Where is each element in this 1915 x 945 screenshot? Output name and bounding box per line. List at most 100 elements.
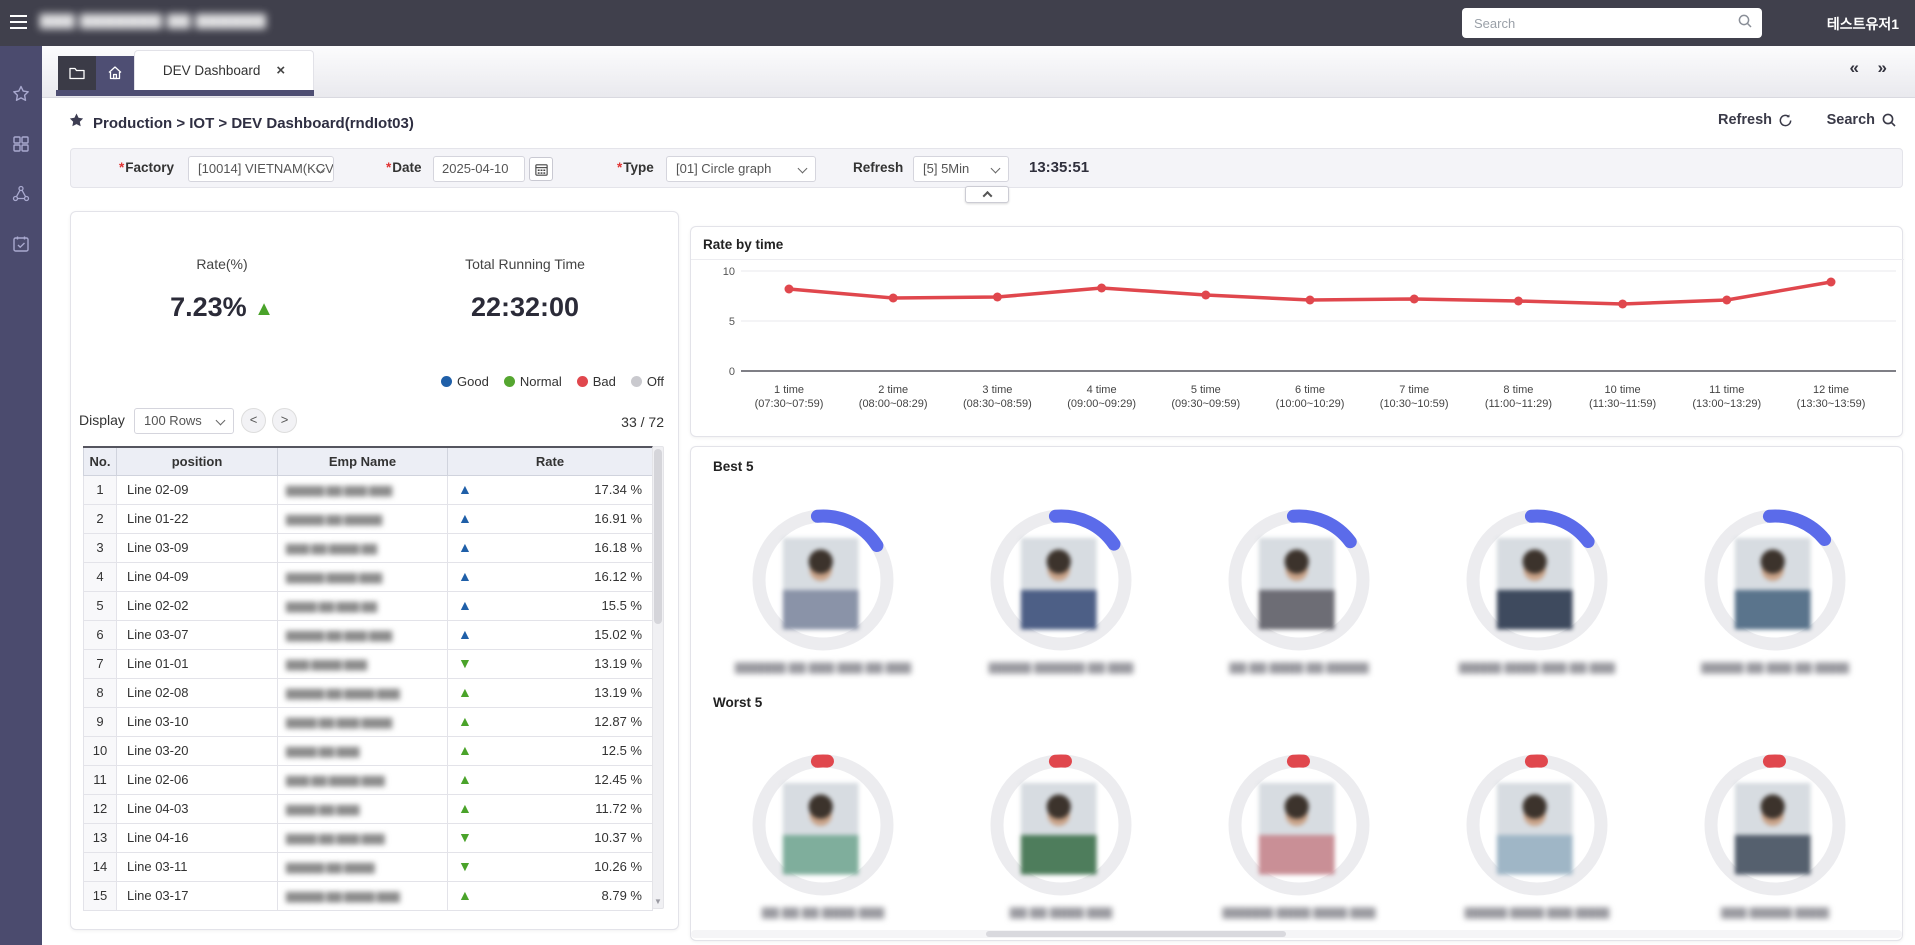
cell-emp-name: ▇▇▇▇ ▇▇ ▇▇▇ ▇▇▇▇	[277, 706, 448, 737]
tab-label: DEV Dashboard	[162, 63, 261, 78]
calendar-icon[interactable]	[529, 157, 553, 181]
cell-rate: ▼ 10.26 %	[447, 851, 653, 882]
hamburger-menu-icon[interactable]	[10, 15, 30, 31]
cell-no: 6	[83, 619, 117, 650]
rate-value: 15.5 %	[601, 598, 642, 613]
refresh-interval-label: Refresh	[853, 160, 904, 175]
table-row[interactable]: 7 Line 01-01 ▇▇▇ ▇▇▇▇ ▇▇▇ ▼ 13.19 %	[83, 648, 653, 679]
blurred-caption: ▇▇▇▇▇▇ ▇▇ ▇▇▇ ▇▇▇ ▇▇ ▇▇▇	[734, 662, 911, 674]
cell-position: Line 02-06	[116, 764, 278, 795]
table-row[interactable]: 4 Line 04-09 ▇▇▇▇▇ ▇▇▇▇ ▇▇▇ ▲ 16.12 %	[83, 561, 653, 592]
search-label: Search	[1826, 112, 1875, 128]
table-row[interactable]: 6 Line 03-07 ▇▇▇▇▇ ▇▇ ▇▇▇ ▇▇▇ ▲ 15.02 %	[83, 619, 653, 650]
tab-underline	[56, 90, 314, 96]
rate-value: 16.18 %	[594, 540, 642, 555]
table-row[interactable]: 12 Line 04-03 ▇▇▇▇ ▇▇ ▇▇▇ ▲ 11.72 %	[83, 793, 653, 824]
table-row[interactable]: 8 Line 02-08 ▇▇▇▇▇ ▇▇ ▇▇▇▇ ▇▇▇ ▲ 13.19 %	[83, 677, 653, 708]
rows-per-page-select[interactable]: 100 Rows	[134, 408, 234, 434]
search-icon	[1882, 113, 1896, 127]
progress-ring	[1700, 505, 1850, 655]
share-network-icon[interactable]	[11, 184, 31, 204]
tab-dev-dashboard[interactable]: DEV Dashboard ×	[134, 50, 314, 90]
collapse-filter-button[interactable]	[965, 186, 1009, 203]
star-icon[interactable]	[11, 84, 31, 104]
progress-ring	[986, 750, 1136, 900]
tabs-scroll-right-icon[interactable]: »	[1877, 58, 1887, 77]
search-icon[interactable]	[1737, 13, 1753, 34]
prev-page-button[interactable]: <	[241, 408, 266, 433]
table-scrollbar[interactable]: ▼	[652, 446, 664, 909]
trend-down-icon: ▼	[458, 857, 472, 874]
scrollbar-thumb[interactable]	[654, 449, 662, 624]
rate-value: 7.23% ▲	[170, 292, 274, 322]
column-header-no-[interactable]: No.	[83, 446, 117, 476]
cell-no: 1	[83, 474, 117, 505]
best5-item[interactable]: ▇▇▇▇▇▇ ▇▇ ▇▇▇ ▇▇▇ ▇▇ ▇▇▇	[704, 505, 942, 674]
search-button[interactable]: Search	[1827, 112, 1897, 128]
table-row[interactable]: 1 Line 02-09 ▇▇▇▇▇ ▇▇ ▇▇▇ ▇▇▇ ▲ 17.34 %	[83, 474, 653, 505]
worst5-item[interactable]: ▇▇ ▇▇ ▇▇▇▇ ▇▇▇	[942, 750, 1180, 919]
table-row[interactable]: 5 Line 02-02 ▇▇▇▇ ▇▇ ▇▇▇ ▇▇ ▲ 15.5 %	[83, 590, 653, 621]
best5-item[interactable]: ▇▇▇▇▇ ▇▇▇▇ ▇▇▇ ▇▇ ▇▇▇	[1418, 505, 1656, 674]
hscrollbar-thumb[interactable]	[986, 931, 1286, 937]
favorite-star-icon[interactable]	[68, 112, 85, 134]
cell-no: 15	[83, 880, 117, 911]
cell-position: Line 03-17	[116, 880, 278, 911]
worst5-item[interactable]: ▇▇ ▇▇ ▇▇ ▇▇▇▇ ▇▇▇	[704, 750, 942, 919]
search-input[interactable]	[1462, 15, 1737, 31]
cell-emp-name: ▇▇▇ ▇▇ ▇▇▇▇ ▇▇	[277, 532, 448, 563]
svg-text:(11:00~11:29): (11:00~11:29)	[1485, 398, 1552, 410]
column-header-position[interactable]: position	[116, 446, 278, 476]
factory-select[interactable]: [10014] VIETNAM(KCV	[188, 156, 334, 182]
table-row[interactable]: 13 Line 04-16 ▇▇▇▇ ▇▇ ▇▇▇ ▇▇▇ ▼ 10.37 %	[83, 822, 653, 853]
legend-item-bad: Bad	[576, 374, 616, 389]
table-row[interactable]: 3 Line 03-09 ▇▇▇ ▇▇ ▇▇▇▇ ▇▇ ▲ 16.18 %	[83, 532, 653, 563]
type-select[interactable]: [01] Circle graph	[666, 156, 816, 182]
cell-no: 12	[83, 793, 117, 824]
cell-emp-name: ▇▇▇▇ ▇▇ ▇▇▇	[277, 735, 448, 766]
best5-item[interactable]: ▇▇ ▇▇ ▇▇▇▇ ▇▇ ▇▇▇▇▇	[1180, 505, 1418, 674]
table-row[interactable]: 9 Line 03-10 ▇▇▇▇ ▇▇ ▇▇▇ ▇▇▇▇ ▲ 12.87 %	[83, 706, 653, 737]
date-input[interactable]: 2025-04-10	[433, 156, 525, 182]
best5-item[interactable]: ▇▇▇▇▇ ▇▇ ▇▇▇ ▇▇ ▇▇▇▇	[1656, 505, 1894, 674]
svg-text:5 time: 5 time	[1191, 384, 1221, 396]
best-worst-card: Best 5 ▇▇▇▇▇▇ ▇▇ ▇▇▇ ▇▇▇ ▇▇ ▇▇▇ ▇▇▇▇▇ ▇▇▇…	[690, 446, 1903, 941]
blurred-name: ▇▇▇▇▇ ▇▇ ▇▇▇▇	[286, 862, 375, 874]
table-row[interactable]: 15 Line 03-17 ▇▇▇▇▇ ▇▇ ▇▇▇▇ ▇▇▇ ▲ 8.79 %	[83, 880, 653, 911]
worst5-item[interactable]: ▇▇▇▇▇▇ ▇▇▇▇ ▇▇▇▇ ▇▇▇	[1180, 750, 1418, 919]
worst5-row: ▇▇ ▇▇ ▇▇ ▇▇▇▇ ▇▇▇ ▇▇ ▇▇ ▇▇▇▇ ▇▇▇ ▇▇▇▇▇▇ ▇▇…	[704, 750, 1894, 919]
scrollbar-down-arrow-icon[interactable]: ▼	[654, 897, 662, 906]
rate-value: 16.91 %	[594, 511, 642, 526]
table-row[interactable]: 14 Line 03-11 ▇▇▇▇▇ ▇▇ ▇▇▇▇ ▼ 10.26 %	[83, 851, 653, 882]
cell-no: 14	[83, 851, 117, 882]
rate-by-time-card: Rate by time 0 5 10 1 time (07:30~07:59) 2 ti…	[690, 226, 1904, 437]
blurred-name: ▇▇▇▇▇ ▇▇ ▇▇▇▇ ▇▇▇	[286, 688, 400, 700]
next-page-button[interactable]: >	[272, 408, 297, 433]
column-header-rate[interactable]: Rate	[447, 446, 653, 476]
table-row[interactable]: 10 Line 03-20 ▇▇▇▇ ▇▇ ▇▇▇ ▲ 12.5 %	[83, 735, 653, 766]
tab-close-icon[interactable]: ×	[276, 62, 286, 79]
trend-up-icon: ▲	[458, 567, 472, 584]
trend-down-icon: ▼	[458, 654, 472, 671]
legend-dot-icon	[441, 376, 453, 387]
chevron-up-icon	[982, 190, 992, 201]
table-row[interactable]: 2 Line 01-22 ▇▇▇▇▇ ▇▇ ▇▇▇▇▇ ▲ 16.91 %	[83, 503, 653, 534]
app-grid-icon[interactable]	[11, 134, 31, 154]
trend-up-icon: ▲	[458, 886, 472, 903]
username[interactable]: 테스트유저1	[1826, 16, 1899, 32]
home-tab-button[interactable]	[96, 56, 134, 90]
calendar-check-icon[interactable]	[11, 234, 31, 254]
cell-rate: ▼ 13.19 %	[447, 648, 653, 679]
progress-ring	[1462, 505, 1612, 655]
horizontal-scrollbar[interactable]	[691, 930, 1902, 938]
worst5-item[interactable]: ▇▇▇ ▇▇▇▇▇ ▇▇▇▇	[1656, 750, 1894, 919]
column-header-emp-name[interactable]: Emp Name	[277, 446, 448, 476]
table-row[interactable]: 11 Line 02-06 ▇▇▇ ▇▇ ▇▇▇▇ ▇▇▇ ▲ 12.45 %	[83, 764, 653, 795]
tabs-scroll-left-icon[interactable]: «	[1849, 58, 1859, 77]
folder-tab-button[interactable]	[58, 56, 96, 90]
worst5-item[interactable]: ▇▇▇▇▇ ▇▇▇▇ ▇▇▇ ▇▇▇▇	[1418, 750, 1656, 919]
refresh-interval-select[interactable]: [5] 5Min	[913, 156, 1009, 182]
refresh-button[interactable]: Refresh	[1718, 112, 1793, 128]
best5-item[interactable]: ▇▇▇▇▇ ▇▇▇▇▇▇ ▇▇ ▇▇▇	[942, 505, 1180, 674]
